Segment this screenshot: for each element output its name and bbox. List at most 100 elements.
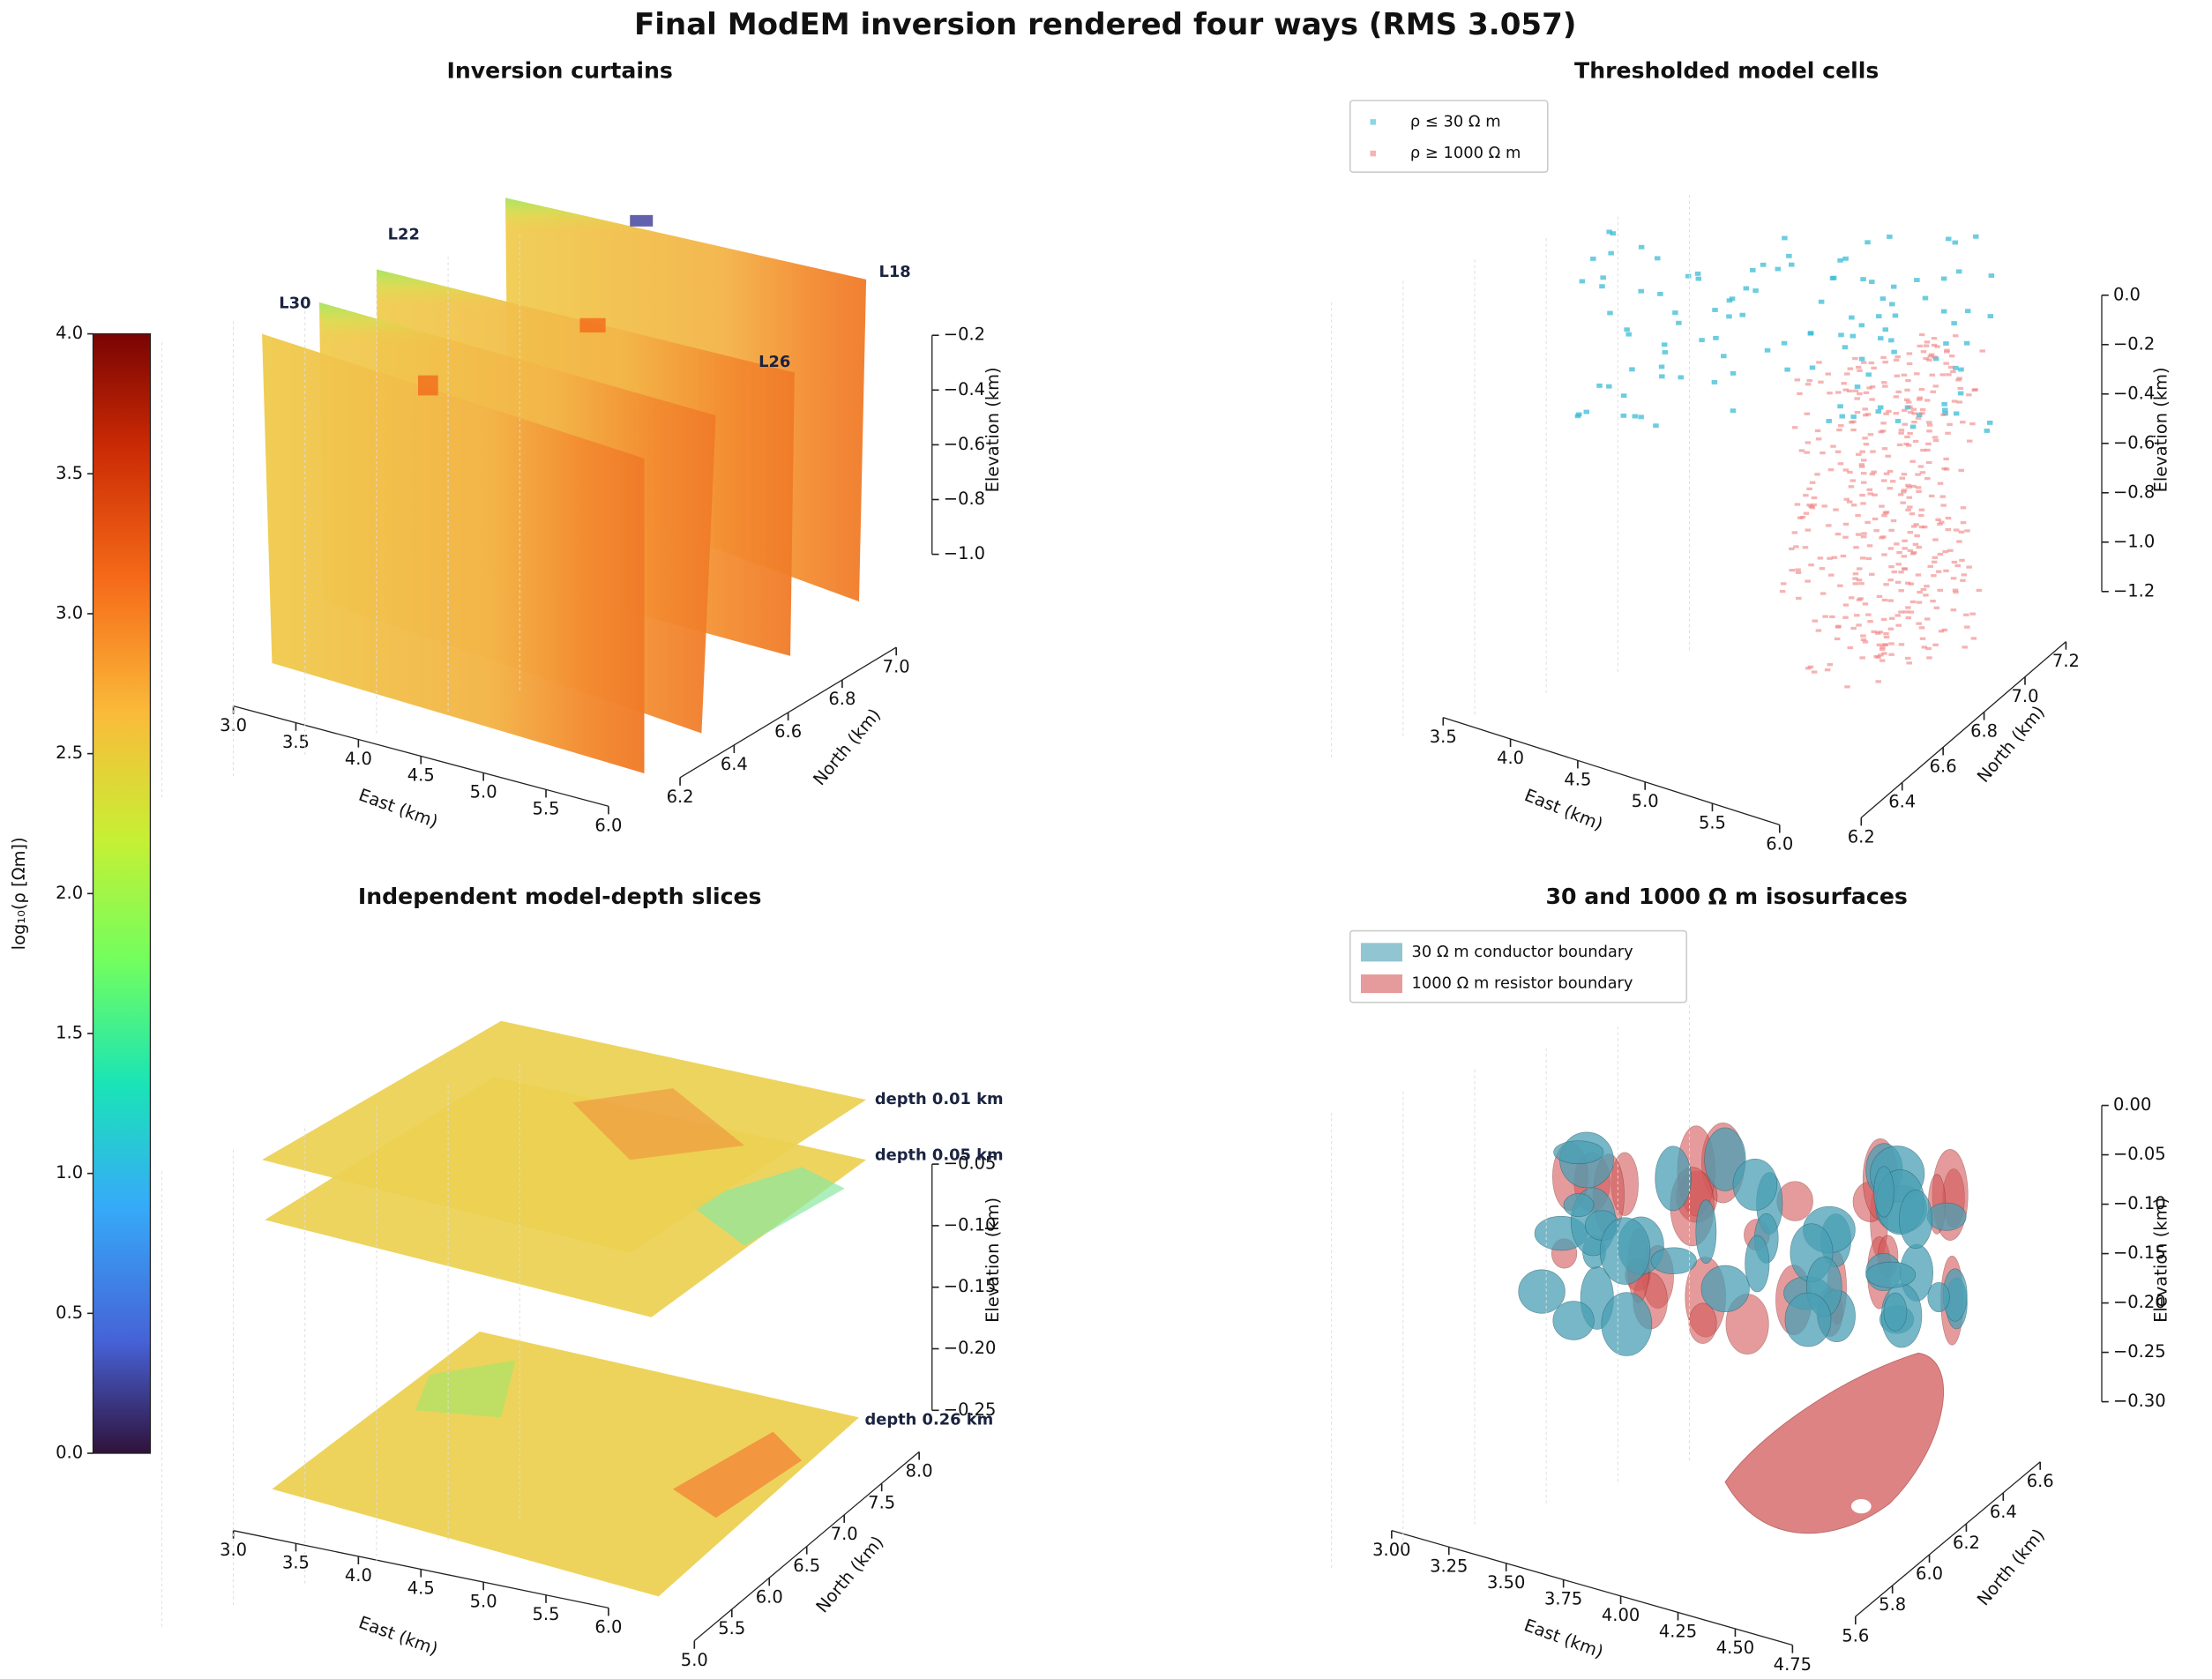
cell	[1945, 527, 1952, 532]
cell	[1779, 590, 1786, 593]
cell	[1887, 547, 1894, 550]
cell	[1906, 485, 1912, 489]
cell	[1957, 386, 1963, 391]
legend-label: 30 Ω m conductor boundary	[1412, 943, 1634, 961]
cell	[1632, 414, 1638, 419]
cell	[1911, 420, 1917, 424]
cell	[1905, 616, 1912, 620]
cell	[1797, 392, 1803, 396]
cell	[1883, 412, 1889, 415]
cell	[1940, 276, 1947, 281]
cell	[1865, 372, 1872, 377]
cell	[1855, 365, 1862, 369]
legend-swatch	[1370, 150, 1376, 157]
blob	[1688, 1302, 1717, 1344]
cell	[1699, 338, 1705, 343]
cell	[1793, 545, 1799, 548]
cell	[1838, 332, 1844, 338]
x-tick-label: 4.25	[1659, 1622, 1697, 1642]
cell	[1805, 441, 1812, 444]
z-tick-label: −0.10	[2113, 1193, 2166, 1213]
cell	[1833, 508, 1839, 511]
cell	[1869, 572, 1875, 576]
y-axis-label: North (km)	[812, 1532, 888, 1616]
cell	[1941, 628, 1948, 631]
y-tick-label: 6.6	[1930, 757, 1957, 777]
cell	[1905, 378, 1911, 383]
cell	[1809, 365, 1816, 370]
cell	[1672, 310, 1678, 315]
x-tick-label: 4.5	[407, 765, 435, 786]
cell	[1947, 422, 1953, 427]
cell	[1850, 479, 1857, 482]
cell	[1662, 350, 1669, 354]
cell	[1894, 374, 1901, 377]
cell	[1820, 592, 1827, 595]
cell	[1859, 493, 1865, 497]
cell	[1676, 320, 1682, 325]
cell	[1963, 613, 1969, 616]
cell	[1836, 428, 1842, 432]
y-tick-label: 6.4	[721, 754, 748, 774]
cell	[1842, 616, 1849, 619]
colorbar-tick-label: 2.0	[56, 883, 83, 903]
cell	[1730, 408, 1737, 414]
cell	[1940, 413, 1947, 416]
colorbar-tick-label: 0.5	[56, 1302, 83, 1323]
cell	[1834, 637, 1841, 641]
y-tick-label: 6.6	[2027, 1471, 2054, 1491]
cell	[1931, 574, 1937, 578]
cell	[1913, 523, 1919, 526]
cell	[1859, 450, 1865, 453]
annotation: depth 0.05 km	[875, 1145, 1004, 1164]
cell	[1890, 284, 1897, 289]
cell	[1905, 606, 1911, 609]
cell	[1752, 288, 1759, 293]
cell	[1946, 236, 1952, 242]
blob	[1873, 1166, 1894, 1218]
cell	[1867, 433, 1874, 437]
cell	[1918, 626, 1925, 630]
cell	[1926, 656, 1932, 660]
cell	[1926, 421, 1932, 424]
cell	[1897, 493, 1904, 496]
cell	[1944, 350, 1950, 354]
cell	[1805, 667, 1812, 670]
cell	[1852, 577, 1858, 580]
z-tick-label: −0.05	[944, 1153, 997, 1174]
z-tick-label: −0.8	[944, 489, 985, 509]
cell	[1857, 369, 1863, 372]
cell	[1835, 450, 1842, 453]
x-tick-label: 3.00	[1372, 1540, 1410, 1560]
cell	[1960, 521, 1967, 525]
blob	[1745, 1235, 1770, 1293]
cell	[1842, 345, 1849, 350]
y-tick-label: 6.2	[1848, 826, 1875, 847]
blob	[1655, 1145, 1692, 1212]
cell	[1678, 375, 1684, 380]
curtains	[262, 198, 867, 773]
cell	[1837, 462, 1844, 466]
cell	[1711, 380, 1718, 384]
cell	[1888, 653, 1894, 656]
panel-title: Inversion curtains	[446, 58, 672, 84]
cell	[1915, 486, 1922, 489]
y-tick-label: 8.0	[906, 1461, 933, 1481]
cell	[1935, 570, 1942, 573]
cell	[1846, 500, 1853, 504]
cell	[1830, 444, 1836, 448]
blob	[1926, 1202, 1967, 1231]
cell	[1916, 622, 1922, 625]
cell	[1920, 448, 1926, 452]
cell	[1858, 356, 1865, 362]
blob	[1601, 1292, 1653, 1356]
cell	[1914, 278, 1920, 282]
cell	[1953, 590, 1959, 594]
cell	[1932, 556, 1939, 559]
cell	[1860, 277, 1866, 282]
cell	[1916, 489, 1922, 493]
blob	[1883, 1292, 1908, 1332]
cell	[1847, 367, 1854, 370]
cell	[1852, 582, 1859, 586]
cell	[1895, 390, 1902, 393]
